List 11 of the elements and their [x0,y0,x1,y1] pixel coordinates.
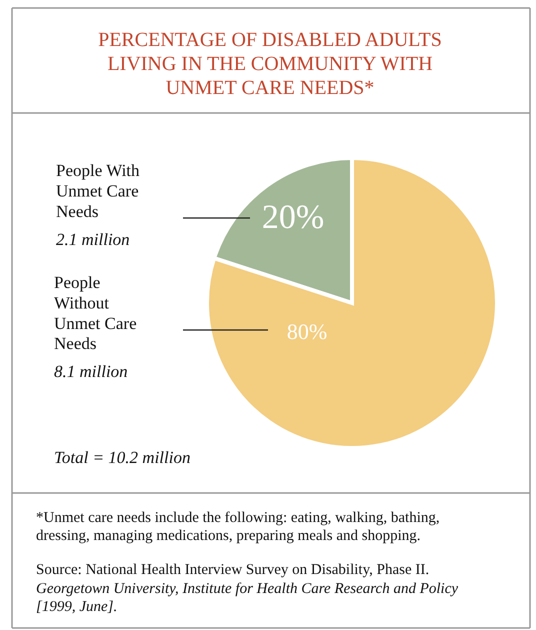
text: *Unmet care needs include the following: eating, walking, bathing, dressing, managing medications, preparing meals and shopping. [36,510,440,544]
text: 2.1 million [56,230,130,249]
slice-label: People Without Unmet Care Needs [54,273,137,354]
source-note: Source: National Health Interview Survey on Disability, Phase II. [36,562,430,578]
text: Total = 10.2 million [54,448,190,467]
data-label: 20% [262,199,324,236]
chart-title: PERCENTAGE OF DISABLED ADULTS LIVING IN THE COMMUNITY WITH UNMET CARE NEEDS* [98,29,442,99]
data-label: 80% [286,319,328,344]
text: 8.1 million [54,362,128,381]
slice-label: People With Unmet Care Needs [56,161,140,221]
text: Georgetown University, Institute for Health Care Research and Policy [1999, June]. [36,581,458,615]
